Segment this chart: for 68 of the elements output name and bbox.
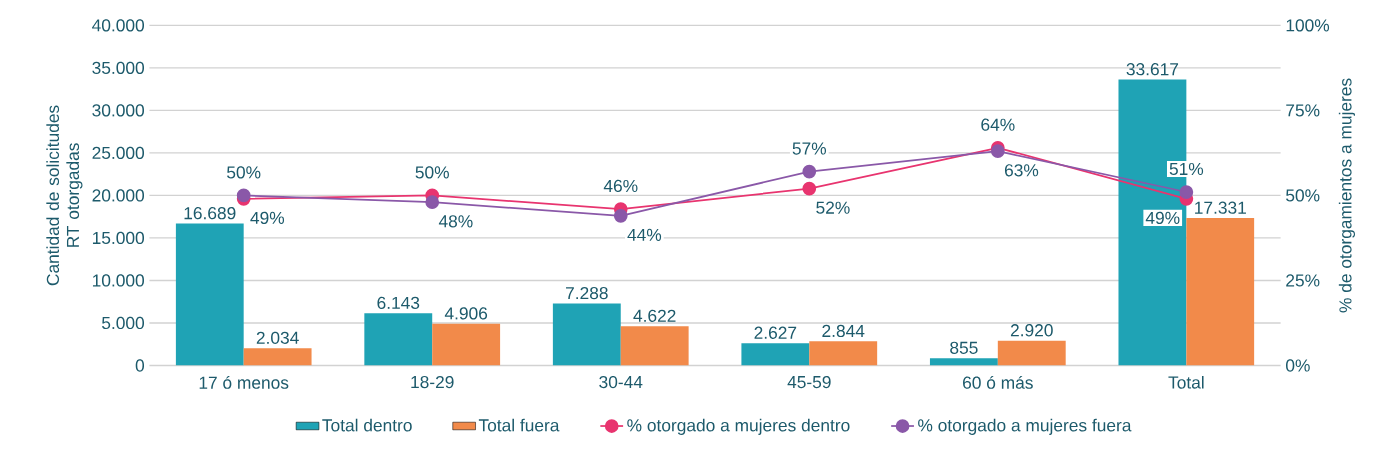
legend-label: % otorgado a mujeres dentro bbox=[627, 418, 850, 436]
data-label: 46% bbox=[603, 180, 638, 193]
bar bbox=[1186, 218, 1255, 366]
data-label: 4.906 bbox=[444, 307, 488, 320]
bar bbox=[809, 341, 878, 366]
data-label: 49% bbox=[1145, 211, 1180, 225]
data-label: 4.622 bbox=[633, 309, 676, 323]
x-tick-label: 45-59 bbox=[787, 376, 831, 389]
y2-tick-label: 50% bbox=[1286, 189, 1320, 202]
x-tick-label: Total bbox=[1168, 376, 1204, 389]
point bbox=[802, 164, 817, 179]
data-label: 49% bbox=[250, 211, 285, 225]
bar bbox=[997, 340, 1066, 366]
legend-label: Total fuera bbox=[478, 418, 560, 432]
bar bbox=[929, 358, 998, 366]
bar bbox=[175, 223, 244, 366]
data-label: 855 bbox=[950, 341, 978, 355]
bar bbox=[432, 324, 501, 366]
data-label: 33.617 bbox=[1126, 63, 1179, 76]
data-label: 2.844 bbox=[822, 324, 865, 338]
bar bbox=[364, 313, 433, 366]
data-label: 44% bbox=[627, 228, 662, 242]
y2-axis-title: % de otorgamientos a mujeres bbox=[1338, 78, 1356, 313]
y-tick-label: 30.000 bbox=[92, 104, 145, 117]
bar bbox=[243, 348, 312, 366]
y2-tick-label: 100% bbox=[1286, 19, 1330, 32]
y-tick-label: 40.000 bbox=[92, 19, 145, 32]
y-tick-label: 15.000 bbox=[92, 232, 145, 245]
data-label: 17.331 bbox=[1195, 201, 1246, 215]
data-label: 16.689 bbox=[184, 207, 236, 220]
data-label: 50% bbox=[227, 166, 261, 179]
data-label: 51% bbox=[1169, 163, 1204, 176]
data-label: 57% bbox=[792, 142, 827, 155]
point bbox=[613, 209, 628, 223]
legend-label: Total dentro bbox=[322, 418, 412, 432]
data-label: 6.143 bbox=[377, 296, 420, 310]
data-label: 7.288 bbox=[566, 287, 608, 300]
data-label: 52% bbox=[816, 201, 850, 215]
point bbox=[425, 195, 440, 210]
bar bbox=[741, 343, 810, 366]
point bbox=[990, 144, 1005, 159]
y-tick-label: 0 bbox=[135, 359, 145, 372]
y2-tick-label: 75% bbox=[1286, 104, 1320, 117]
y-tick-label: 5.000 bbox=[101, 317, 145, 330]
y2-tick-label: 0% bbox=[1286, 359, 1310, 372]
point bbox=[236, 188, 251, 203]
bar bbox=[620, 326, 689, 366]
y-tick-label: 25.000 bbox=[92, 146, 145, 160]
data-label: 48% bbox=[438, 215, 473, 228]
data-label: 50% bbox=[415, 166, 449, 179]
point bbox=[1179, 185, 1194, 200]
data-label: 64% bbox=[981, 118, 1015, 132]
data-label: 2.920 bbox=[1010, 324, 1053, 337]
data-label: 2.627 bbox=[754, 326, 797, 340]
bar bbox=[552, 303, 621, 366]
data-label: 2.034 bbox=[256, 331, 299, 345]
y2-tick-label: 25% bbox=[1286, 274, 1320, 287]
x-tick-label: 60 ó más bbox=[963, 376, 1033, 390]
y-tick-label: 20.000 bbox=[92, 189, 145, 202]
x-tick-label: 17 ó menos bbox=[199, 376, 289, 390]
y-tick-label: 35.000 bbox=[92, 61, 145, 75]
x-tick-label: 30-44 bbox=[599, 376, 643, 389]
legend-label: % otorgado a mujeres fuera bbox=[918, 418, 1132, 436]
y-axis-title: Cantidad de solicitudes RT otorgadas bbox=[46, 105, 83, 286]
point bbox=[802, 181, 817, 196]
y-tick-label: 10.000 bbox=[92, 274, 145, 287]
data-label: 63% bbox=[1004, 164, 1039, 177]
x-tick-label: 18-29 bbox=[411, 376, 454, 389]
